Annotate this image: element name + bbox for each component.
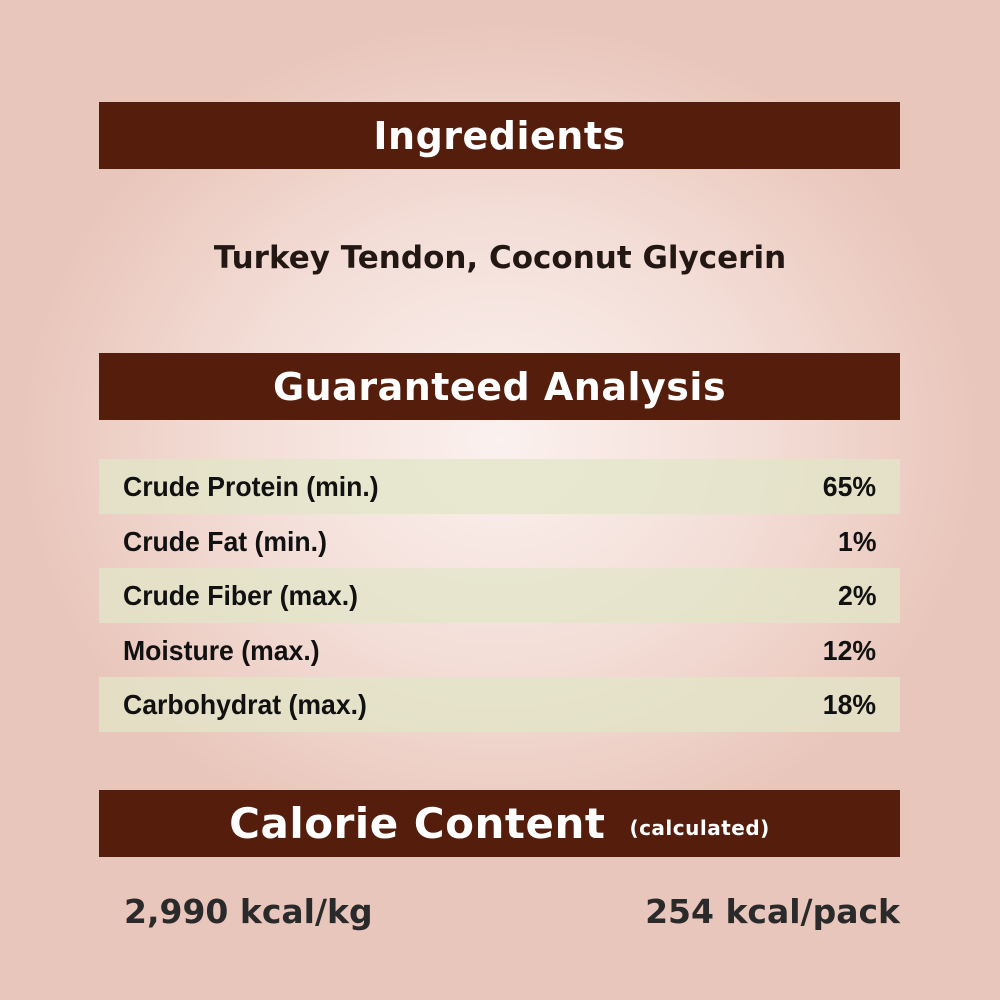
row-value: 1% bbox=[837, 525, 876, 557]
analysis-row: Crude Protein (min.) 65% bbox=[99, 459, 900, 514]
analysis-row: Carbohydrat (max.) 18% bbox=[99, 677, 900, 732]
row-label: Moisture (max.) bbox=[123, 634, 320, 666]
analysis-banner: Guaranteed Analysis bbox=[99, 353, 900, 420]
ingredients-banner: Ingredients bbox=[99, 102, 900, 169]
calorie-heading: Calorie Content bbox=[229, 799, 606, 848]
calories-per-pack: 254 kcal/pack bbox=[645, 892, 900, 931]
row-label: Carbohydrat (max.) bbox=[123, 688, 367, 720]
row-label: Crude Fat (min.) bbox=[123, 525, 327, 557]
analysis-row: Crude Fat (min.) 1% bbox=[99, 514, 900, 569]
analysis-row: Moisture (max.) 12% bbox=[99, 623, 900, 678]
ingredients-list: Turkey Tendon, Coconut Glycerin bbox=[213, 240, 787, 276]
ingredients-heading: Ingredients bbox=[373, 113, 626, 158]
row-value: 65% bbox=[822, 470, 876, 502]
row-label: Crude Fiber (max.) bbox=[123, 579, 359, 611]
calorie-note: (calculated) bbox=[629, 815, 770, 840]
analysis-row: Crude Fiber (max.) 2% bbox=[99, 568, 900, 623]
row-value: 18% bbox=[822, 688, 876, 720]
row-value: 12% bbox=[822, 634, 876, 666]
analysis-heading: Guaranteed Analysis bbox=[272, 364, 727, 409]
row-label: Crude Protein (min.) bbox=[123, 470, 379, 502]
row-value: 2% bbox=[837, 579, 876, 611]
calories-per-kg: 2,990 kcal/kg bbox=[124, 892, 373, 931]
calorie-banner: Calorie Content (calculated) bbox=[99, 790, 900, 857]
